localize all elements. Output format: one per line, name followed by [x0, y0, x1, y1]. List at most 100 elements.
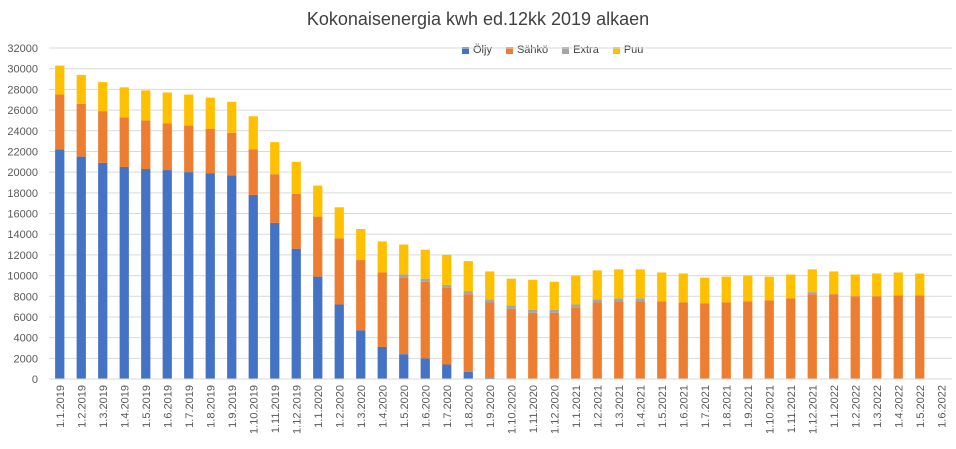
bar-segment-s-hk- [76, 103, 86, 157]
x-tick-label: 1.5.2022 [915, 385, 927, 428]
bar-segment-puu [227, 101, 237, 133]
bar-segment-s-hk- [764, 300, 774, 379]
x-tick-label: 1.7.2021 [700, 385, 712, 428]
bar-segment-s-hk- [141, 120, 151, 170]
bar-segment-puu [184, 94, 194, 126]
bar-segment-extra [506, 305, 516, 309]
bar-segment--ljy [334, 304, 344, 379]
y-tick-label: 8000 [14, 291, 38, 303]
x-tick-label: 1.8.2019 [205, 385, 217, 428]
x-tick-label: 1.7.2019 [184, 385, 196, 428]
bar-segment-s-hk- [893, 295, 903, 379]
bar-segment-puu [657, 272, 667, 302]
bar-segment-s-hk- [270, 174, 280, 223]
x-tick-label: 1.2.2021 [592, 385, 604, 428]
y-tick-label: 18000 [7, 188, 38, 200]
bar-segment-puu [592, 270, 602, 300]
y-tick-label: 16000 [7, 209, 38, 221]
y-tick-label: 28000 [7, 84, 38, 96]
bar-segment-puu [98, 82, 108, 112]
bar-segment-puu [528, 279, 538, 310]
y-axis: 0 2000 4000 6000 8000 10000 12000 14000 16000 180… [7, 43, 38, 386]
bar-segment-s-hk- [850, 296, 860, 379]
x-tick-label: 1.10.2020 [506, 385, 518, 434]
x-tick-label: 1.10.2019 [248, 385, 260, 434]
bar-segment-puu [549, 281, 559, 310]
bar-segment-s-hk- [334, 238, 344, 305]
legend-label: Extra [573, 44, 599, 56]
x-tick-label: 1.10.2021 [764, 385, 776, 434]
y-tick-label: 30000 [7, 64, 38, 76]
bar-segment-s-hk- [55, 94, 65, 150]
x-tick-label: 1.12.2020 [549, 385, 561, 434]
bar-segment-puu [485, 271, 495, 300]
bar-segment-puu [764, 276, 774, 301]
x-tick-label: 1.1.2021 [571, 385, 583, 428]
bar-segment-puu [700, 277, 710, 304]
legend-swatch [612, 46, 620, 54]
legend-item: Extra [562, 44, 599, 56]
bar-segment--ljy [463, 371, 473, 379]
bar-segment--ljy [442, 364, 452, 379]
legend-item: Puu [612, 44, 643, 56]
legend-label: Öljy [473, 44, 492, 56]
x-tick-label: 1.6.2022 [936, 385, 948, 428]
y-tick-label: 6000 [14, 312, 38, 324]
bar-segment-puu [829, 271, 839, 295]
bar-segment-s-hk- [721, 302, 731, 379]
y-tick-label: 32000 [7, 43, 38, 55]
gridlines [49, 47, 952, 359]
bar-segment--ljy [76, 156, 86, 379]
bar-segment-s-hk- [829, 294, 839, 379]
y-tick-label: 20000 [7, 167, 38, 179]
x-tick-label: 1.5.2019 [141, 385, 153, 428]
bar-segment-extra [807, 292, 817, 295]
bar-segment--ljy [420, 358, 430, 379]
bar-segment--ljy [377, 346, 387, 379]
x-tick-label: 1.11.2020 [528, 385, 540, 433]
bar-segment-extra [399, 274, 409, 278]
bar-segment-extra [592, 299, 602, 303]
x-tick-label: 1.1.2022 [829, 385, 841, 428]
bar-segment--ljy [119, 166, 129, 379]
bar-segment--ljy [184, 172, 194, 379]
bar-segment-puu [420, 249, 430, 279]
bar-segment--ljy [399, 354, 409, 379]
bar-segment--ljy [162, 170, 172, 379]
bar-segment-puu [872, 273, 882, 297]
y-tick-label: 24000 [7, 126, 38, 138]
bar-segment-extra [528, 309, 538, 313]
bar-segment--ljy [485, 377, 495, 379]
x-tick-label: 1.6.2020 [420, 385, 432, 428]
x-tick-label: 1.1.2020 [313, 385, 325, 428]
bar-segment-extra [485, 299, 495, 303]
bar-segment-extra [420, 278, 430, 282]
legend-swatch [462, 46, 469, 54]
bar-segment-puu [571, 275, 581, 305]
x-tick-label: 1.3.2021 [614, 385, 626, 428]
bar-segment-s-hk- [657, 301, 667, 379]
bar-segment-puu [399, 244, 409, 275]
bar-segment-s-hk- [549, 312, 559, 379]
x-tick-label: 1.3.2022 [872, 385, 884, 428]
bar-segment-puu [635, 269, 645, 299]
x-tick-label: 1.12.2019 [291, 385, 303, 434]
bars [55, 65, 925, 379]
bar-segment-s-hk- [614, 301, 624, 379]
bar-segment-s-hk- [872, 296, 882, 379]
bar-segment-s-hk- [184, 125, 194, 173]
x-tick-label: 1.5.2020 [399, 385, 411, 428]
x-tick-label: 1.4.2022 [893, 385, 905, 428]
bar-segment--ljy [98, 162, 108, 379]
y-tick-label: 10000 [7, 271, 38, 283]
bar-segment-extra [614, 298, 624, 302]
x-tick-label: 1.1.2019 [55, 385, 67, 428]
bar-segment--ljy [141, 169, 151, 379]
bar-segment-s-hk- [420, 281, 430, 359]
bar-segment-s-hk- [205, 128, 215, 174]
x-tick-label: 1.4.2020 [377, 385, 389, 428]
bar-segment-puu [119, 87, 129, 118]
bar-segment-puu [506, 278, 516, 306]
y-tick-label: 2000 [14, 353, 38, 365]
